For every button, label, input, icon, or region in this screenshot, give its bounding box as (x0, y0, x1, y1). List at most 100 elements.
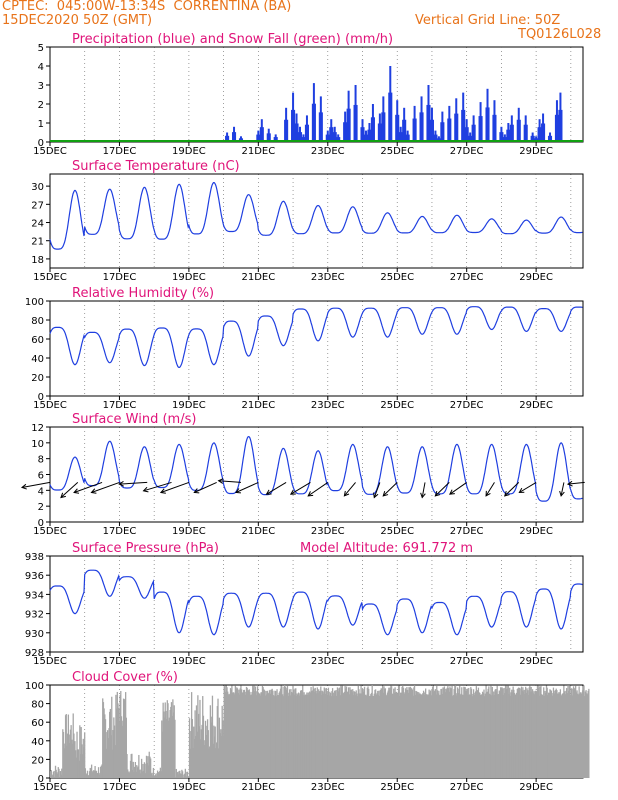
cloud-bar (229, 688, 232, 778)
panel-frame (49, 555, 584, 653)
precip-bar (485, 107, 488, 142)
cloud-bar (135, 771, 137, 778)
cloud-bar (415, 690, 417, 778)
precip-bar (326, 130, 329, 142)
cloud-bar (347, 687, 350, 778)
cloud-bar (425, 688, 427, 778)
precip-bar (500, 126, 503, 142)
cloud-bar (78, 760, 80, 778)
precip-bar (256, 134, 259, 142)
cloud-bar (88, 775, 90, 778)
cloud-bar (319, 691, 321, 778)
cloud-bar (463, 686, 465, 778)
cloud-bar (54, 776, 56, 778)
cloud-bar (227, 691, 229, 778)
cloud-bar (572, 695, 574, 778)
cloud-bar (504, 693, 506, 778)
cloud-bar (179, 770, 181, 778)
cloud-bar (160, 771, 162, 778)
precip-bar (259, 127, 262, 142)
cloud-bar (92, 770, 94, 778)
cloud-bar (159, 767, 162, 778)
precip-bar (347, 90, 350, 142)
cloud-bar (106, 730, 109, 778)
cloud-bar (209, 746, 211, 778)
cloud-bar (360, 685, 362, 778)
cloud-bar (385, 695, 387, 778)
y-tick-label: 5 (38, 43, 44, 54)
precip-bar (517, 107, 520, 142)
cloud-bar (448, 691, 450, 778)
cloud-bar (64, 715, 67, 778)
wind-arrow-head (73, 488, 80, 494)
precip-bar (492, 114, 495, 142)
cloud-bar (517, 688, 519, 778)
cloud-bar (415, 691, 418, 778)
cloud-bar (260, 692, 262, 778)
y-tick-label: 3 (38, 81, 44, 92)
cloud-bar (241, 692, 243, 778)
cloud-bar (138, 770, 141, 778)
cloud-bar (329, 692, 332, 778)
cloud-bar (513, 689, 515, 778)
precip-bar (407, 134, 410, 142)
wind-arrow-head (217, 478, 224, 484)
precip-bar (543, 123, 546, 142)
cloud-bar (544, 690, 546, 778)
precip-bar (461, 109, 464, 142)
cloud-bar (125, 692, 127, 778)
cloud-bar (437, 693, 439, 778)
cloud-bar (252, 687, 255, 778)
cloud-bar (478, 692, 480, 778)
cloud-bar (238, 689, 240, 778)
cloud-bar (318, 689, 320, 778)
cloud-bar (429, 690, 432, 778)
cloud-bar (500, 687, 503, 778)
panel-frame (49, 173, 584, 269)
cloud-bar (588, 688, 590, 778)
cloud-bar (247, 690, 250, 778)
cloud-bar (295, 696, 298, 778)
cloud-bar (122, 720, 124, 778)
cloud-bar (363, 691, 365, 778)
wind-arrow (449, 482, 467, 495)
precip-bar (275, 137, 278, 142)
precip-bar (506, 129, 509, 142)
cloud-bar (551, 693, 553, 778)
precip-bar (367, 129, 370, 142)
y-tick-label: 8 (38, 455, 44, 466)
precip-bar (260, 119, 263, 142)
x-tick-label: 21DEC (241, 272, 275, 283)
cloud-bar (451, 685, 453, 778)
cloud-bar (452, 695, 455, 778)
precip-bar (511, 124, 514, 142)
x-tick-label: 15DEC (33, 272, 67, 283)
cloud-bar (129, 760, 132, 778)
precip-bar (420, 96, 423, 142)
precip-bar (383, 112, 386, 142)
cloud-bar (379, 695, 381, 778)
cloud-bar (431, 686, 434, 778)
cloud-bar (272, 695, 275, 778)
wind-arrow (235, 481, 259, 493)
cloud-bar (359, 693, 361, 778)
cloud-bar (287, 695, 289, 778)
cloud-bar (336, 695, 338, 778)
cloud-bar (172, 699, 174, 778)
cloud-bar (93, 770, 96, 778)
cloud-bar (520, 694, 522, 778)
cloud-bar (349, 687, 351, 778)
cloud-bar (335, 690, 337, 778)
cloud-bar (128, 771, 130, 778)
cloud-bar (356, 696, 359, 778)
cloud-bar (380, 688, 382, 778)
cloud-bar (61, 768, 63, 778)
cloud-bar (96, 772, 98, 778)
cloud-bar (511, 689, 513, 778)
cloud-bar (120, 691, 122, 778)
precip-bar (368, 123, 371, 142)
cloud-bar (539, 686, 541, 778)
cloud-bar (468, 694, 471, 778)
cloud-bar (499, 691, 501, 778)
cloud-bar (67, 714, 70, 778)
